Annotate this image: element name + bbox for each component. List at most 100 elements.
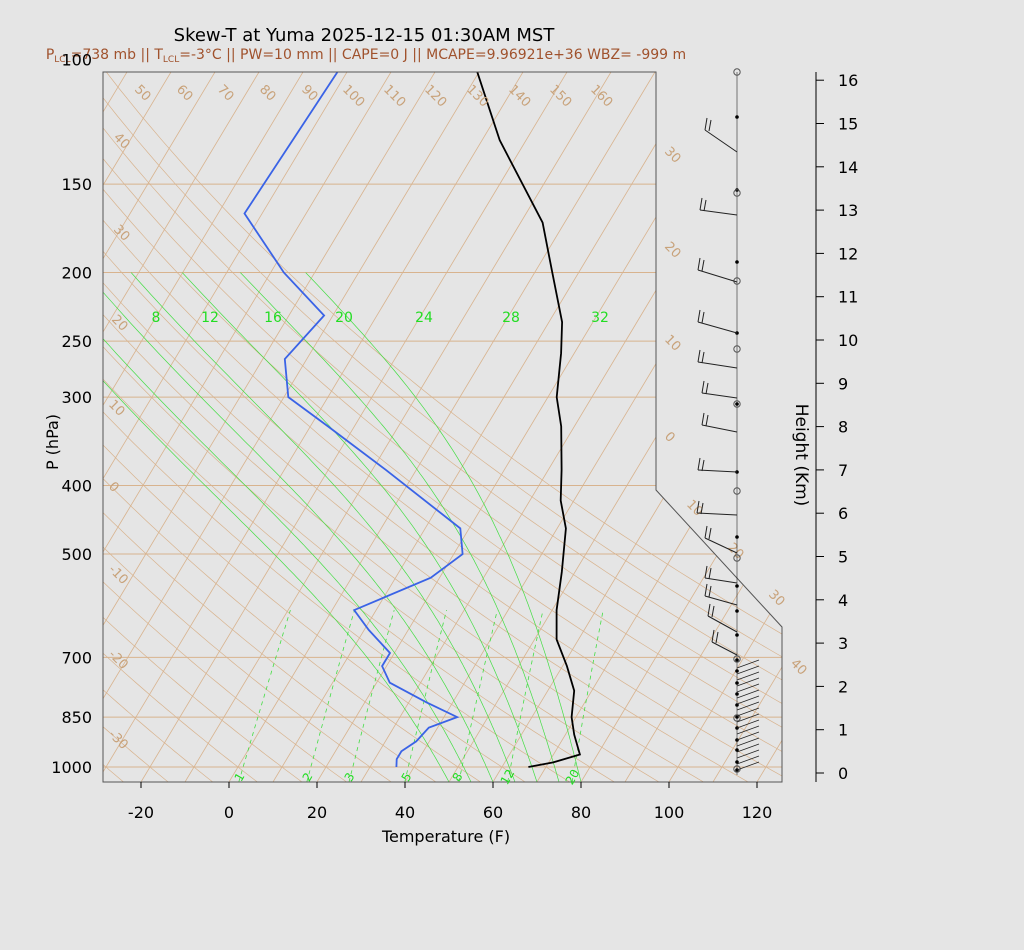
- isotherm-line: [0, 60, 46, 782]
- height-axis-title: Height (Km): [791, 404, 811, 507]
- isotherm-label: -10: [105, 562, 131, 588]
- low-level-barb: [736, 671, 760, 681]
- pressure-tick-label: 500: [61, 545, 92, 564]
- height-tick-label: 11: [838, 288, 858, 307]
- mixing-ratio-label-top: 28: [502, 310, 520, 326]
- y-axis-title: P (hPa): [43, 414, 62, 470]
- low-level-barb: [736, 731, 760, 741]
- wind-barb-flag: [701, 380, 705, 394]
- dry-adiabat: [103, 72, 782, 782]
- dry-adiabat: [0, 60, 79, 782]
- wind-barb-flag: [711, 629, 715, 643]
- moist-adiabat: [130, 272, 516, 782]
- isotherm-label: -20: [105, 647, 131, 673]
- height-tick-label: 8: [838, 418, 848, 437]
- isotherm-line: [272, 72, 707, 782]
- isotherm-line: [103, 72, 135, 782]
- dry-adiabat: [103, 72, 303, 782]
- height-tick-label: 14: [838, 158, 858, 177]
- height-tick-label: 10: [838, 331, 858, 350]
- height-marker-circle: [733, 189, 741, 197]
- temperature-tick-label: 20: [307, 803, 327, 822]
- mixing-ratio-label-top: 32: [591, 310, 609, 326]
- isotherm-line: [712, 72, 782, 782]
- pressure-tick-label: 300: [61, 388, 92, 407]
- isotherm-label: 0: [661, 429, 677, 445]
- wind-barb-flag: [697, 349, 701, 363]
- isotherm-label: 120: [421, 82, 449, 110]
- wind-level-dot: [735, 402, 739, 406]
- wind-barb-shaft: [701, 424, 738, 433]
- isotherm-label: 10: [661, 332, 683, 354]
- temperature-tick-label: 120: [742, 803, 773, 822]
- isotherm-line: [845, 60, 1024, 782]
- wind-barb-flag: [704, 117, 708, 131]
- wind-level-dot: [735, 681, 739, 685]
- wind-level-dot: [735, 669, 739, 673]
- isotherm-label: 40: [787, 656, 809, 678]
- low-level-barb: [736, 665, 760, 675]
- wind-barb-shaft: [701, 392, 738, 399]
- wind-barb-shaft: [704, 129, 738, 153]
- isotherm-line: [668, 72, 782, 782]
- temperature-tick-label: -20: [128, 803, 154, 822]
- height-tick-label: 2: [838, 677, 848, 696]
- low-level-barb: [736, 755, 760, 765]
- pressure-tick-label: 700: [61, 648, 92, 667]
- isotherm-label: 0: [105, 479, 121, 495]
- pressure-tick-label: 850: [61, 708, 92, 727]
- low-level-barb: [736, 737, 760, 747]
- height-tick-label: 16: [838, 71, 858, 90]
- height-tick-label: 9: [838, 374, 848, 393]
- mixing-ratio-line: [404, 610, 447, 782]
- height-tick-label: 5: [838, 548, 848, 567]
- height-marker-circle: [733, 554, 741, 562]
- height-tick-label: 12: [838, 244, 858, 263]
- wind-barb-shaft: [707, 615, 738, 633]
- dry-adiabat: [103, 72, 214, 782]
- dry-adiabat: [103, 72, 782, 782]
- wind-barb-shaft: [711, 641, 738, 656]
- moist-adiabat: [103, 272, 450, 782]
- isotherm-label: 40: [110, 130, 132, 152]
- low-level-barb: [736, 761, 760, 771]
- wind-barb-flag: [705, 414, 709, 427]
- height-tick-label: 13: [838, 201, 858, 220]
- wind-barb-flag: [708, 527, 712, 540]
- height-tick-label: 1: [838, 721, 848, 740]
- moist-adiabat: [182, 272, 538, 782]
- wind-level-dot: [735, 703, 739, 707]
- wind-barb-shaft: [699, 209, 738, 216]
- isotherm-line: [140, 72, 575, 782]
- mixing-ratio-line: [306, 609, 355, 782]
- height-tick-label: 3: [838, 634, 848, 653]
- isotherm-line: [103, 72, 487, 782]
- isotherm-label: 150: [546, 82, 574, 110]
- low-level-barb: [736, 707, 760, 717]
- wind-barb-flag: [705, 382, 709, 395]
- wind-barb-shaft: [704, 595, 738, 606]
- isotherm-line: [103, 72, 267, 782]
- isotherm-line: [580, 72, 782, 782]
- mixing-ratio-label-top: 16: [264, 310, 282, 326]
- height-marker-circle: [733, 400, 741, 408]
- chart-subtitle: PLCL=738 mb || TLCL=-3°C || PW=10 mm || …: [46, 47, 686, 65]
- sounding-curves: [243, 72, 582, 768]
- dry-adiabat: [103, 72, 615, 782]
- wind-barb-shaft: [704, 577, 738, 584]
- height-tick-label: 7: [838, 461, 848, 480]
- wind-barb-flag: [704, 525, 708, 539]
- x-axis-title: Temperature (F): [381, 827, 510, 846]
- wind-barb-shaft: [697, 269, 738, 283]
- mixing-ratio-line: [238, 609, 291, 782]
- isotherm-label: -30: [105, 727, 131, 753]
- dry-adiabat: [103, 72, 570, 782]
- isotherm-label: 100: [339, 82, 367, 110]
- mixing-ratio-line: [571, 610, 604, 782]
- height-marker-circle: [733, 345, 741, 353]
- dry-adiabat: [103, 72, 704, 782]
- temperature-tick-label: 100: [654, 803, 685, 822]
- height-tick-label: 6: [838, 504, 848, 523]
- mixing-ratio-line: [348, 609, 395, 782]
- isotherm-label: 90: [298, 82, 320, 104]
